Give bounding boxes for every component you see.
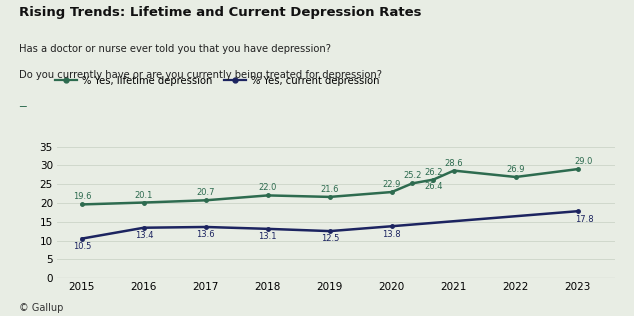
Text: ─: ─: [19, 101, 26, 111]
Text: 21.6: 21.6: [321, 185, 339, 194]
Text: 26.4: 26.4: [424, 182, 443, 191]
Text: 20.1: 20.1: [134, 191, 153, 199]
Text: 28.6: 28.6: [444, 159, 463, 167]
Text: 13.8: 13.8: [382, 230, 401, 239]
Text: 20.7: 20.7: [197, 188, 215, 197]
Text: 29.0: 29.0: [575, 157, 593, 166]
Text: 13.1: 13.1: [259, 232, 277, 241]
Legend: % Yes, lifetime depression, % Yes, current depression: % Yes, lifetime depression, % Yes, curre…: [51, 72, 384, 90]
Text: 26.2: 26.2: [424, 167, 443, 177]
Text: 13.6: 13.6: [197, 230, 215, 239]
Text: Rising Trends: Lifetime and Current Depression Rates: Rising Trends: Lifetime and Current Depr…: [19, 6, 422, 19]
Text: 26.9: 26.9: [507, 165, 525, 174]
Text: Has a doctor or nurse ever told you that you have depression?: Has a doctor or nurse ever told you that…: [19, 44, 331, 54]
Text: 25.2: 25.2: [403, 171, 422, 180]
Text: 19.6: 19.6: [73, 192, 91, 201]
Text: 22.9: 22.9: [383, 180, 401, 189]
Text: 17.8: 17.8: [574, 215, 593, 224]
Text: © Gallup: © Gallup: [19, 303, 63, 313]
Text: 12.5: 12.5: [321, 234, 339, 244]
Text: 10.5: 10.5: [73, 242, 91, 251]
Text: 13.4: 13.4: [134, 231, 153, 240]
Text: 22.0: 22.0: [259, 183, 277, 192]
Text: Do you currently have or are you currently being treated for depression?: Do you currently have or are you current…: [19, 70, 382, 80]
